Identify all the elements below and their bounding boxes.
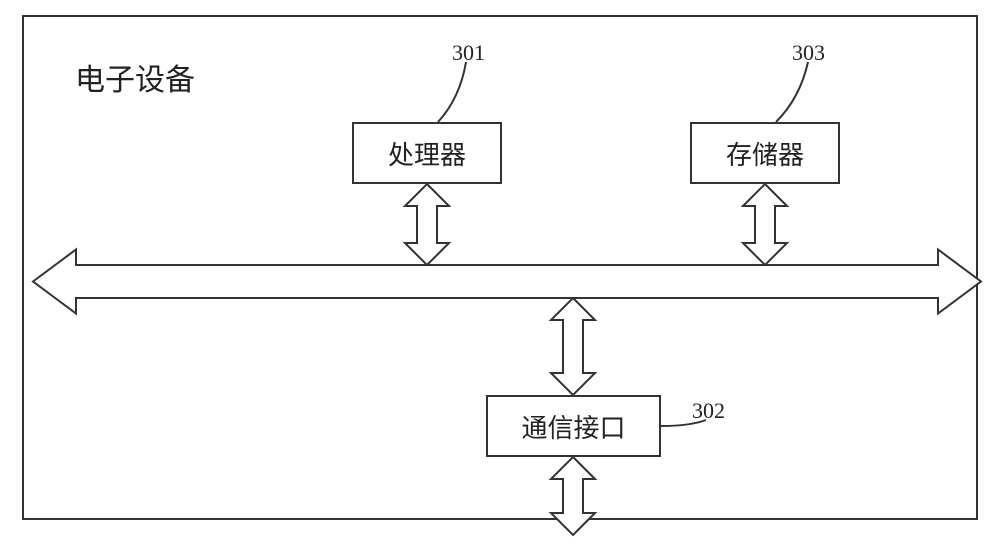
comm-interface-ref: 302 [692, 398, 725, 424]
processor-box: 处理器 [352, 122, 502, 184]
memory-label: 存储器 [726, 135, 804, 172]
comm-interface-box: 通信接口 [486, 395, 661, 457]
comm-interface-label: 通信接口 [521, 408, 625, 445]
processor-label: 处理器 [388, 135, 466, 172]
leader-lines [0, 0, 1000, 555]
diagram-canvas: 电子设备 处理器 301 存储器 303 通信接口 302 [0, 0, 1000, 555]
memory-box: 存储器 [690, 122, 840, 184]
memory-ref: 303 [792, 40, 825, 66]
processor-ref: 301 [452, 40, 485, 66]
